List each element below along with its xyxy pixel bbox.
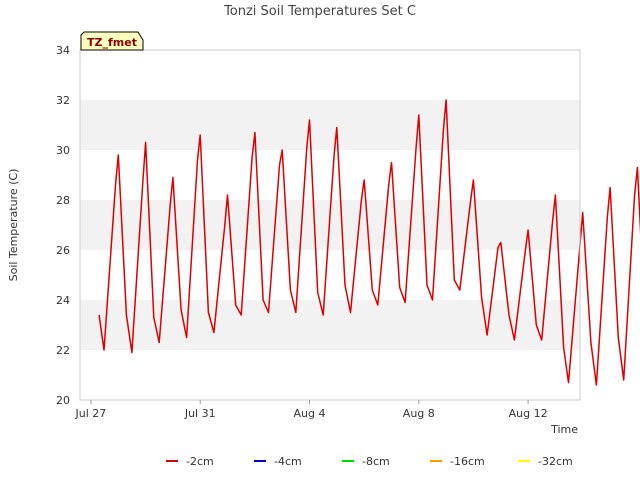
- y-tick-label: 22: [56, 344, 70, 357]
- y-axis-ticks: 20 22 24 26 28 30 32 34: [56, 44, 70, 407]
- legend-label: -4cm: [274, 455, 302, 468]
- grid-band: [80, 100, 580, 150]
- x-axis-label: Time: [550, 423, 578, 436]
- legend-label: -8cm: [362, 455, 390, 468]
- legend-label: -2cm: [186, 455, 214, 468]
- legend-item: -16cm: [430, 455, 485, 468]
- y-tick-label: 20: [56, 394, 70, 407]
- legend-item: -32cm: [518, 455, 573, 468]
- y-tick-label: 26: [56, 244, 70, 257]
- grid-bands: [80, 50, 580, 400]
- y-tick-label: 30: [56, 144, 70, 157]
- legend-item: -8cm: [342, 455, 390, 468]
- legend-label: -16cm: [450, 455, 485, 468]
- chart-title: Tonzi Soil Temperatures Set C: [223, 4, 416, 19]
- y-axis-label: Soil Temperature (C): [7, 169, 20, 282]
- series-line-2cmcm: [98, 99, 640, 386]
- x-tick-label: Jul 27: [75, 407, 107, 420]
- series-layer: [98, 99, 640, 386]
- y-tick-label: 34: [56, 44, 70, 57]
- badge-box: [80, 31, 144, 51]
- y-tick-label: 32: [56, 94, 70, 107]
- x-axis-ticks: Jul 27 Jul 31 Aug 4 Aug 8 Aug 12: [75, 400, 548, 420]
- plot-frame: [79, 49, 581, 401]
- x-tick-label: Jul 31: [184, 407, 216, 420]
- legend: -2cm -4cm -8cm -16cm -32cm: [166, 455, 573, 468]
- badge-text: TZ_fmet: [87, 36, 137, 49]
- x-tick-label: Aug 4: [294, 407, 326, 420]
- legend-item: -2cm: [166, 455, 214, 468]
- x-tick-label: Aug 12: [509, 407, 548, 420]
- legend-item: -4cm: [254, 455, 302, 468]
- badge: TZ_fmet: [80, 31, 144, 51]
- grid-band: [80, 300, 580, 350]
- x-tick-label: Aug 8: [403, 407, 435, 420]
- y-tick-label: 24: [56, 294, 70, 307]
- legend-label: -32cm: [538, 455, 573, 468]
- y-tick-label: 28: [56, 194, 70, 207]
